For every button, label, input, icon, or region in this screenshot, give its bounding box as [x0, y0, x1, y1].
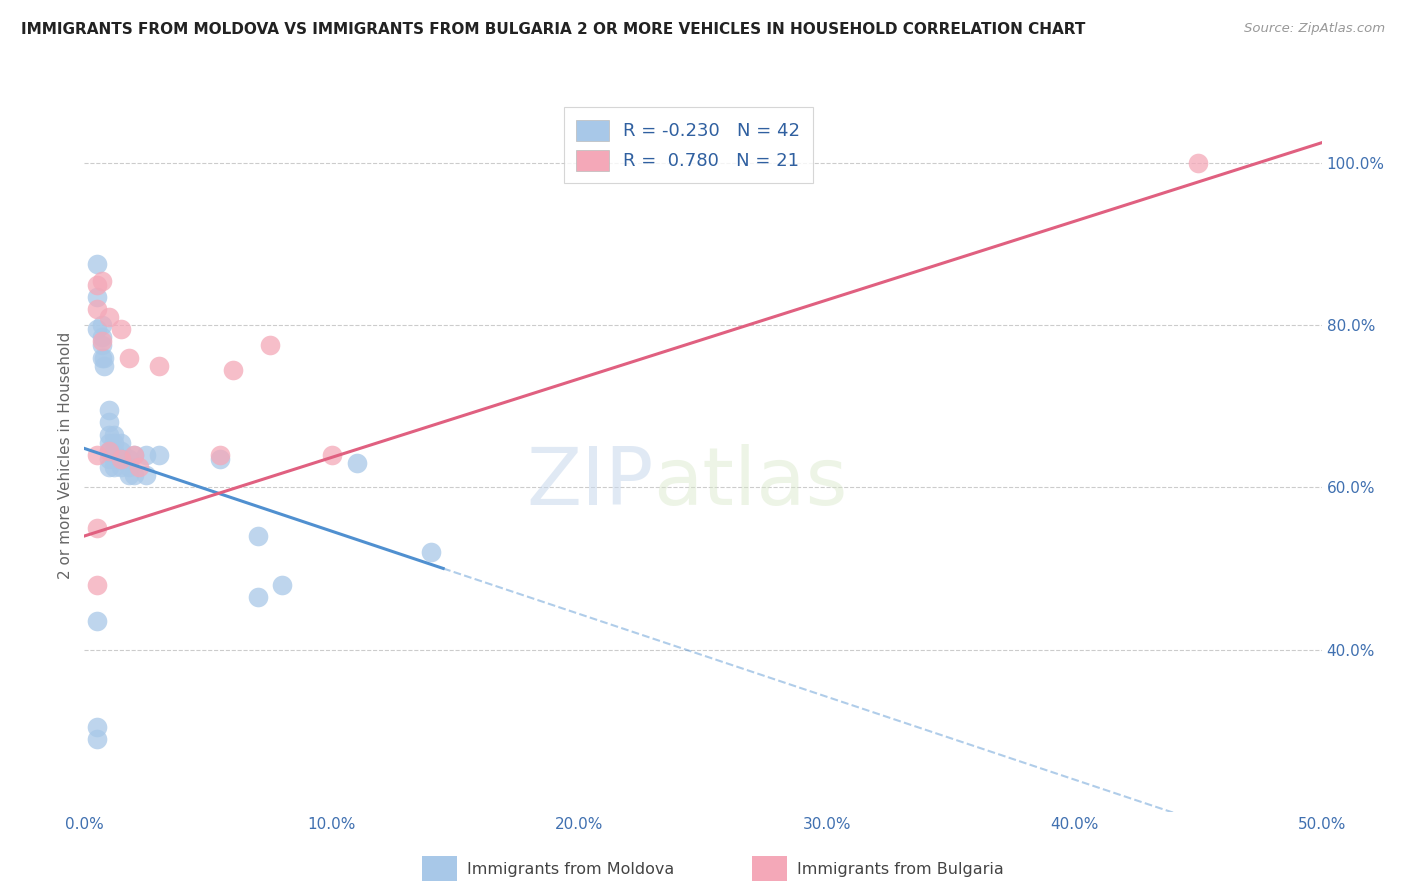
Point [209, 448, 232, 462]
Text: Immigrants from Bulgaria: Immigrants from Bulgaria [797, 863, 1004, 877]
Point [93, 359, 115, 373]
Point [98, 427, 121, 442]
Point [103, 452, 125, 467]
Point [90, 318, 112, 333]
Point [86, 290, 108, 304]
Point [346, 456, 368, 470]
Point [122, 448, 145, 462]
Point [148, 448, 170, 462]
Point [98, 460, 121, 475]
Point [90, 334, 112, 349]
Point [86, 731, 108, 746]
Point [419, 545, 441, 559]
Point [135, 448, 157, 462]
Point [246, 590, 269, 604]
Point [246, 529, 269, 543]
Point [110, 322, 132, 336]
Point [98, 403, 121, 417]
Point [103, 427, 125, 442]
Point [86, 448, 108, 462]
Point [98, 452, 121, 467]
Point [90, 338, 112, 352]
Point [90, 351, 112, 365]
Text: ZIP: ZIP [526, 444, 654, 523]
Point [86, 322, 108, 336]
Point [122, 448, 145, 462]
Legend: R = -0.230   N = 42, R =  0.780   N = 21: R = -0.230 N = 42, R = 0.780 N = 21 [564, 107, 813, 183]
Point [110, 452, 132, 467]
Text: Immigrants from Moldova: Immigrants from Moldova [467, 863, 673, 877]
Y-axis label: 2 or more Vehicles in Household: 2 or more Vehicles in Household [58, 331, 73, 579]
Text: Source: ZipAtlas.com: Source: ZipAtlas.com [1244, 22, 1385, 36]
Point [148, 359, 170, 373]
Point [118, 468, 141, 483]
Point [103, 443, 125, 458]
Point [86, 577, 108, 591]
Point [86, 614, 108, 628]
Point [118, 460, 141, 475]
Point [1187, 156, 1209, 170]
Point [98, 443, 121, 458]
Point [118, 452, 141, 467]
Point [98, 435, 121, 450]
Point [271, 577, 294, 591]
Point [86, 720, 108, 734]
Text: atlas: atlas [654, 444, 848, 523]
Point [90, 330, 112, 344]
Point [110, 435, 132, 450]
Point [86, 277, 108, 292]
Point [86, 301, 108, 316]
Point [93, 351, 115, 365]
Point [110, 460, 132, 475]
Point [86, 521, 108, 535]
Text: IMMIGRANTS FROM MOLDOVA VS IMMIGRANTS FROM BULGARIA 2 OR MORE VEHICLES IN HOUSEH: IMMIGRANTS FROM MOLDOVA VS IMMIGRANTS FR… [21, 22, 1085, 37]
Point [122, 468, 145, 483]
Point [110, 452, 132, 467]
Point [103, 435, 125, 450]
Point [98, 310, 121, 324]
Point [135, 468, 157, 483]
Point [103, 460, 125, 475]
Point [98, 416, 121, 430]
Point [128, 460, 150, 475]
Point [118, 351, 141, 365]
Point [259, 338, 281, 352]
Point [98, 443, 121, 458]
Point [90, 274, 112, 288]
Point [110, 443, 132, 458]
Point [321, 448, 343, 462]
Point [222, 363, 245, 377]
Point [209, 452, 232, 467]
Point [86, 257, 108, 271]
